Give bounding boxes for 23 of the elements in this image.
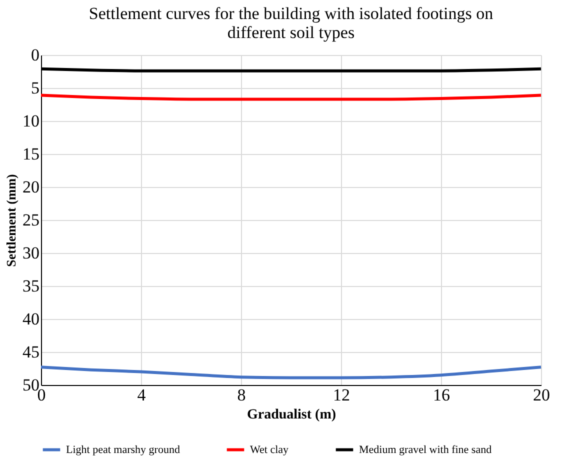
line-series xyxy=(40,366,542,380)
y-tick-label: 5 xyxy=(31,78,40,98)
y-tick-label: 50 xyxy=(22,376,40,394)
legend-label: Medium gravel with fine sand xyxy=(359,444,492,456)
y-tick-label: 20 xyxy=(22,178,40,196)
x-tick-label: 20 xyxy=(533,386,550,404)
x-axis-title: Gradualist (m) xyxy=(246,408,336,422)
y-tick-label: 15 xyxy=(22,144,40,164)
y-tick-label: 35 xyxy=(22,276,40,296)
x-tick-label: 16 xyxy=(433,386,450,404)
y-tick-label: 30 xyxy=(22,244,40,262)
y-tick-label: 10 xyxy=(22,112,40,130)
legend-label: Light peat marshy ground xyxy=(66,444,180,456)
y-tick-label: 45 xyxy=(22,342,40,362)
x-tick-label: 12 xyxy=(333,386,350,404)
chart-title: Settlement curves for the building with isolated footings on different soil types xyxy=(88,4,494,42)
y-axis-title: Settlement (mm) xyxy=(4,174,18,267)
y-tick-label: 40 xyxy=(22,310,40,328)
x-tick-label: 4 xyxy=(137,386,146,404)
legend-label: Wet clay xyxy=(250,444,290,456)
x-tick-label: 8 xyxy=(237,386,246,404)
y-tick-label: 25 xyxy=(22,210,40,230)
y-tick-label: 0 xyxy=(31,46,40,64)
